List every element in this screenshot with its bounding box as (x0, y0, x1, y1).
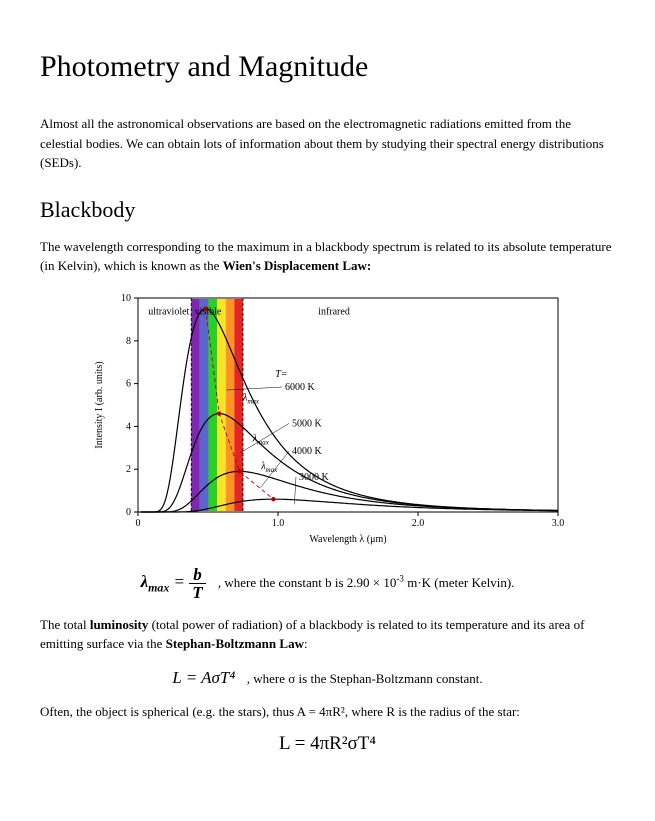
frac-top: b (189, 566, 205, 584)
svg-text:4: 4 (126, 421, 131, 432)
lambda-symbol: λ (141, 572, 149, 591)
svg-text:4000 K: 4000 K (292, 446, 323, 457)
svg-text:2: 2 (126, 464, 131, 475)
luminosity-bold: luminosity (90, 617, 149, 632)
sb-law-bold: Stephan-Boltzmann Law (166, 636, 304, 651)
svg-text:Intensity I (arb. units): Intensity I (arb. units) (94, 361, 105, 448)
section-heading-blackbody: Blackbody (40, 197, 615, 223)
svg-text:5000 K: 5000 K (292, 418, 323, 429)
sb-formula-desc: , where σ is the Stephan-Boltzmann const… (247, 671, 483, 686)
spherical-paragraph: Often, the object is spherical (e.g. the… (40, 702, 615, 722)
text: The total (40, 617, 90, 632)
page-title: Photometry and Magnitude (40, 50, 615, 84)
svg-text:Wavelength λ (μm): Wavelength λ (μm) (309, 534, 386, 545)
svg-text:0: 0 (126, 507, 131, 518)
blackbody-spectrum-chart: 6000 Kλmax5000 Kλmax4000 Kλmax3000 KT=01… (88, 288, 568, 548)
sb-formula-row: L = AσT⁴ , where σ is the Stephan-Boltzm… (40, 668, 615, 688)
svg-text:3000 K: 3000 K (299, 471, 330, 482)
eq-sign: = (169, 572, 189, 591)
svg-text:infrared: infrared (318, 306, 350, 317)
svg-text:0: 0 (135, 518, 140, 529)
intro-paragraph: Almost all the astronomical observations… (40, 114, 615, 173)
sb-formula: L = AσT⁴ (172, 668, 235, 687)
svg-text:visible: visible (194, 306, 221, 317)
wien-formula: λmax = bT (141, 572, 210, 591)
svg-text:10: 10 (121, 293, 131, 304)
lambda-sub: max (148, 580, 169, 594)
wien-law-bold: Wien's Displacement Law: (223, 258, 372, 273)
svg-text:2.0: 2.0 (411, 518, 424, 529)
svg-text:6: 6 (126, 378, 131, 389)
sphere-formula: L = 4πR²σT⁴ (40, 733, 615, 755)
svg-text:T=: T= (275, 369, 287, 380)
svg-text:3.0: 3.0 (551, 518, 564, 529)
wien-formula-row: λmax = bT , where the constant b is 2.90… (40, 566, 615, 601)
svg-text:6000 K: 6000 K (285, 382, 316, 393)
text: , where the constant b is 2.90 × 10 (218, 575, 396, 590)
svg-text:ultraviolet: ultraviolet (148, 306, 189, 317)
luminosity-paragraph: The total luminosity (total power of rad… (40, 615, 615, 654)
frac-bot: T (189, 584, 205, 601)
text: : (304, 636, 308, 651)
text: m·K (meter Kelvin). (404, 575, 514, 590)
wien-law-paragraph: The wavelength corresponding to the maxi… (40, 237, 615, 276)
wien-formula-desc: , where the constant b is 2.90 × 10-3 m·… (218, 575, 515, 590)
exp: -3 (396, 574, 404, 584)
svg-text:8: 8 (126, 335, 131, 346)
svg-text:1.0: 1.0 (271, 518, 284, 529)
